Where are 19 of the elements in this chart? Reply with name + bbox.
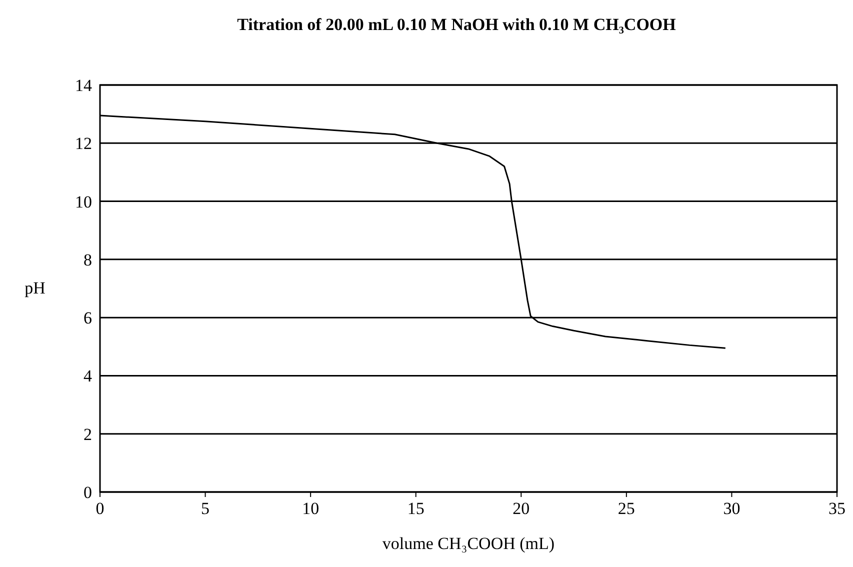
y-tick-label: 4: [84, 366, 92, 386]
y-tick-label: 0: [84, 483, 92, 502]
x-tick-label: 0: [96, 499, 104, 518]
x-tick-label: 20: [512, 499, 530, 518]
y-tick-label: 2: [84, 424, 92, 444]
chart-title: Titration of 20.00 mL 0.10 M NaOH with 0.10 M CH₃COOH: [237, 15, 676, 34]
x-tick-label: 5: [201, 499, 210, 518]
x-tick-label: 15: [407, 499, 424, 518]
y-tick-label: 8: [84, 250, 92, 270]
x-tick-label: 30: [723, 499, 740, 518]
y-tick-label: 6: [84, 308, 92, 328]
x-axis-title: volume CH₃COOH (mL): [382, 534, 555, 553]
x-tick-label: 25: [618, 499, 635, 518]
y-tick-label: 14: [75, 76, 92, 95]
x-tick-label: 10: [302, 499, 320, 518]
y-tick-label: 10: [75, 192, 92, 212]
y-axis-title: pH: [24, 278, 46, 298]
y-tick-label: 12: [75, 134, 92, 154]
x-tick-label: 35: [828, 499, 846, 518]
